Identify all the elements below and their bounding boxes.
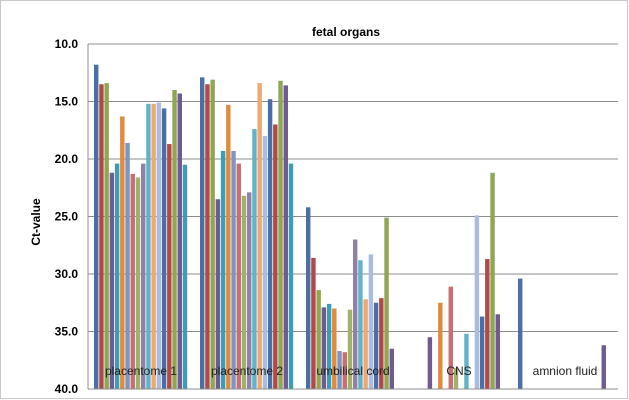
bar: [306, 207, 311, 389]
bar: [601, 345, 606, 389]
bar: [373, 302, 379, 389]
bar: [125, 142, 130, 389]
bar: [210, 79, 215, 390]
bar: [167, 144, 172, 389]
bar: [321, 307, 327, 389]
bar: [273, 124, 278, 389]
axes: [87, 43, 618, 390]
bar: [257, 83, 262, 389]
bar: [427, 337, 433, 389]
category-label: amnion fluid: [533, 364, 598, 378]
bar: [337, 351, 342, 389]
bar: [215, 199, 221, 389]
y-tick-label: 25.0: [55, 210, 79, 224]
bar: [495, 314, 500, 389]
bar: [518, 278, 523, 389]
bar: [231, 150, 236, 389]
bar: [464, 333, 469, 389]
bar: [267, 99, 273, 389]
bar: [247, 192, 252, 389]
bar: [490, 172, 495, 389]
bar: [347, 309, 353, 389]
bar: [485, 259, 490, 389]
bar: [479, 316, 485, 389]
y-tick-label: 15.0: [55, 95, 79, 109]
category-label: umbilical cord: [316, 364, 389, 378]
bar: [353, 239, 358, 389]
bar: [226, 104, 231, 389]
bar: [205, 84, 210, 389]
y-tick-label: 20.0: [55, 152, 79, 166]
bar: [326, 303, 332, 389]
bar: [109, 172, 115, 389]
bar: [311, 257, 316, 389]
bar: [141, 163, 146, 389]
bar: [288, 163, 294, 389]
bar: [104, 83, 109, 389]
bars: [94, 64, 606, 390]
bar: [438, 302, 443, 389]
bar: [156, 102, 162, 390]
bar: [379, 298, 384, 389]
category-label: placentome 2: [211, 364, 283, 378]
bar: [151, 103, 156, 390]
bar: [135, 177, 141, 389]
chart-title: fetal organs: [312, 25, 380, 39]
bar: [130, 173, 135, 389]
bar: [99, 84, 104, 389]
bar: [453, 368, 459, 389]
bar: [236, 163, 241, 389]
bar: [316, 290, 321, 389]
category-labels: placentome 1 placentome 2 umbilical cord CN…: [105, 364, 597, 378]
bar: [114, 163, 120, 389]
y-tick-label: 40.0: [55, 382, 79, 396]
bar: [332, 308, 337, 389]
y-tick-labels: 10.0 15.0 20.0 25.0 30.0 35.0 40.0: [55, 37, 79, 396]
bar: [363, 299, 368, 389]
bar: [252, 129, 257, 389]
category-label: placentome 1: [105, 364, 177, 378]
bar: [448, 286, 453, 389]
bar: [200, 77, 205, 389]
y-tick-label: 35.0: [55, 325, 79, 339]
bar: [358, 260, 363, 389]
bar: [146, 103, 151, 390]
bar: [278, 80, 283, 390]
bar: [182, 164, 188, 389]
category-label: CNS: [446, 364, 471, 378]
bar: [172, 90, 177, 389]
bar: [220, 150, 226, 389]
y-axis-label: Ct-value: [29, 198, 43, 246]
bar: [384, 217, 389, 389]
bar: [177, 93, 182, 389]
bar: [342, 352, 347, 389]
bar: [368, 254, 374, 389]
bar: [241, 195, 247, 389]
y-tick-label: 30.0: [55, 267, 79, 281]
bar: [161, 108, 167, 390]
y-tick-label: 10.0: [55, 37, 79, 51]
bar: [389, 348, 394, 389]
bar: [94, 64, 99, 389]
bar: [474, 215, 480, 389]
bar: [283, 85, 288, 390]
bar: [120, 116, 125, 389]
bar: [262, 136, 268, 389]
